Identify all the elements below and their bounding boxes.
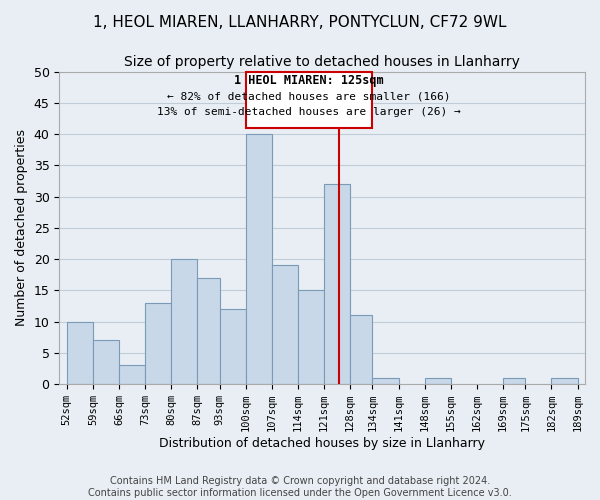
X-axis label: Distribution of detached houses by size in Llanharry: Distribution of detached houses by size … xyxy=(159,437,485,450)
Bar xyxy=(67,322,93,384)
Bar xyxy=(272,266,298,384)
Text: Contains HM Land Registry data © Crown copyright and database right 2024.
Contai: Contains HM Land Registry data © Crown c… xyxy=(88,476,512,498)
Text: ← 82% of detached houses are smaller (166): ← 82% of detached houses are smaller (16… xyxy=(167,92,451,102)
Bar xyxy=(350,316,373,384)
Bar xyxy=(503,378,526,384)
Bar xyxy=(171,259,197,384)
Bar xyxy=(551,378,578,384)
Bar xyxy=(373,378,398,384)
Bar xyxy=(246,134,272,384)
Bar xyxy=(119,366,145,384)
Text: 13% of semi-detached houses are larger (26) →: 13% of semi-detached houses are larger (… xyxy=(157,107,461,117)
Bar xyxy=(298,290,324,384)
Bar xyxy=(425,378,451,384)
FancyBboxPatch shape xyxy=(246,72,373,128)
Bar xyxy=(324,184,350,384)
Text: 1 HEOL MIAREN: 125sqm: 1 HEOL MIAREN: 125sqm xyxy=(234,74,384,88)
Bar xyxy=(197,278,220,384)
Bar xyxy=(145,303,171,384)
Title: Size of property relative to detached houses in Llanharry: Size of property relative to detached ho… xyxy=(124,55,520,69)
Y-axis label: Number of detached properties: Number of detached properties xyxy=(15,130,28,326)
Text: 1, HEOL MIAREN, LLANHARRY, PONTYCLUN, CF72 9WL: 1, HEOL MIAREN, LLANHARRY, PONTYCLUN, CF… xyxy=(93,15,507,30)
Bar xyxy=(93,340,119,384)
Bar xyxy=(220,309,246,384)
